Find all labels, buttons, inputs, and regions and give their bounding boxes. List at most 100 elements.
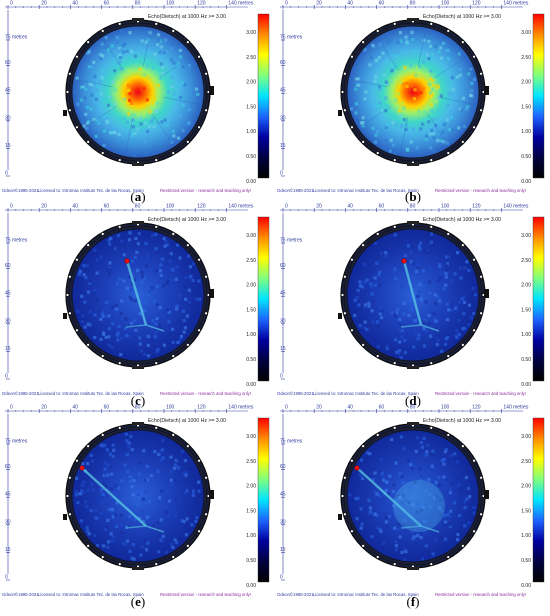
top-ruler-label: 140 metres (503, 405, 529, 411)
left-ruler-label: 45 (280, 492, 286, 498)
floor-plan-map (338, 18, 489, 166)
color-scale-bar: 3.00 2.50 2.00 1.50 1.00 0.50 0.00 (521, 216, 545, 388)
top-ruler-label: 60 (104, 405, 110, 411)
legend-title: Echo(Dietsch) at 1000 Hz >= 3.00 (423, 14, 501, 20)
floor-plan-map (63, 221, 214, 369)
scale-tick-label: 3.00 (521, 233, 531, 239)
top-ruler-label: 60 (379, 405, 385, 411)
floor-plan-map (63, 422, 214, 570)
left-ruler-label: 0 (5, 374, 8, 380)
scale-tick-label: 2.00 (521, 80, 531, 86)
left-ruler-label: 0 (280, 171, 283, 177)
top-ruler-label: 0 (10, 204, 13, 210)
echo-map-panel-c: 0 20 40 60 80 100 120 140 metres 75 metres 60 45 3… (0, 203, 275, 403)
left-ruler: 75 metres 60 45 30 15 0 (5, 213, 28, 380)
echo-map-panel-f: 0 20 40 60 80 100 120 140 metres 75 metres 60 45 3… (275, 404, 550, 604)
scale-tick-label: 1.50 (521, 104, 531, 110)
top-ruler-label: 40 (72, 204, 78, 210)
scale-tick-label: 0.00 (521, 382, 531, 388)
left-ruler-label: 75 metres (280, 35, 303, 41)
top-ruler-label: 120 (197, 405, 206, 411)
scale-tick-label: 0.50 (521, 558, 531, 564)
echo-map-panel-b: 0 20 40 60 80 100 120 140 metres 75 metres 60 45 3… (275, 0, 550, 200)
left-ruler-label: 60 (5, 464, 11, 470)
scale-tick-label: 0.00 (246, 583, 256, 589)
footer-license: Licensed to: Intromac Instituto Tec. de … (313, 592, 419, 597)
top-ruler-label: 20 (41, 204, 47, 210)
footer-restriction: Restricted version - research and teachi… (160, 188, 251, 193)
panel-caption-b: (b) (405, 189, 421, 204)
left-ruler: 75 metres 60 45 30 15 0 (280, 213, 303, 380)
top-ruler-label: 60 (104, 1, 110, 7)
scale-tick-label: 3.00 (246, 233, 256, 239)
legend-title: Echo(Dietsch) at 1000 Hz >= 3.00 (423, 418, 501, 424)
scale-tick-label: 0.50 (246, 558, 256, 564)
scale-tick-label: 2.50 (246, 258, 256, 264)
scale-tick-label: 0.00 (246, 179, 256, 185)
left-ruler-label: 15 (280, 143, 286, 149)
left-ruler-label: 75 metres (5, 35, 28, 41)
panel-caption-a: (a) (130, 189, 146, 204)
left-ruler-label: 75 metres (280, 439, 303, 445)
color-scale-bar: 3.00 2.50 2.00 1.50 1.00 0.50 0.00 (521, 417, 545, 589)
top-ruler: 0 20 40 60 80 100 120 140 metres (280, 204, 529, 212)
left-ruler-label: 30 (280, 115, 286, 121)
top-ruler-label: 120 (197, 204, 206, 210)
legend-title: Echo(Dietsch) at 1000 Hz >= 3.00 (148, 217, 226, 223)
left-ruler-label: 0 (5, 575, 8, 581)
left-ruler-label: 15 (280, 547, 286, 553)
scale-tick-label: 2.00 (246, 80, 256, 86)
left-ruler-label: 30 (280, 519, 286, 525)
top-ruler-label: 60 (104, 204, 110, 210)
left-ruler: 75 metres 60 45 30 15 0 (5, 10, 28, 177)
left-ruler-label: 60 (5, 60, 11, 66)
top-ruler-label: 20 (316, 1, 322, 7)
panel-caption-e: (e) (130, 594, 146, 609)
top-ruler-label: 80 (410, 1, 416, 7)
left-ruler: 75 metres 60 45 30 15 0 (5, 414, 28, 581)
left-ruler-label: 60 (280, 60, 286, 66)
top-ruler: 0 20 40 60 80 100 120 140 metres (5, 405, 254, 413)
top-ruler-label: 80 (135, 204, 141, 210)
scale-tick-label: 2.00 (246, 484, 256, 490)
top-ruler: 0 20 40 60 80 100 120 140 metres (5, 1, 254, 9)
top-ruler-label: 100 (441, 204, 450, 210)
top-ruler-label: 80 (135, 405, 141, 411)
footer-copyright: Odeon©1985-2021 (277, 592, 314, 597)
top-ruler-label: 140 metres (228, 204, 254, 210)
left-ruler-label: 0 (280, 374, 283, 380)
legend-title: Echo(Dietsch) at 1000 Hz >= 3.00 (148, 14, 226, 20)
footer-copyright: Odeon©1985-2021 (277, 188, 314, 193)
scale-tick-label: 3.00 (521, 30, 531, 36)
scale-tick-label: 0.50 (521, 357, 531, 363)
scale-tick-label: 1.50 (521, 307, 531, 313)
top-ruler-label: 40 (347, 204, 353, 210)
top-ruler-label: 20 (41, 405, 47, 411)
scale-tick-label: 0.50 (521, 154, 531, 160)
scale-tick-label: 1.00 (521, 533, 531, 539)
panel-caption-d: (d) (405, 393, 421, 408)
top-ruler-label: 0 (10, 405, 13, 411)
left-ruler-label: 15 (280, 346, 286, 352)
scale-tick-label: 3.00 (246, 30, 256, 36)
footer-copyright: Odeon©1985-2021 (2, 188, 39, 193)
scale-tick-label: 0.00 (521, 583, 531, 589)
scale-tick-label: 3.00 (521, 434, 531, 440)
top-ruler-label: 80 (135, 1, 141, 7)
top-ruler: 0 20 40 60 80 100 120 140 metres (280, 1, 529, 9)
color-scale-bar: 3.00 2.50 2.00 1.50 1.00 0.50 0.00 (246, 13, 270, 185)
left-ruler-label: 75 metres (280, 238, 303, 244)
left-ruler: 75 metres 60 45 30 15 0 (280, 414, 303, 581)
top-ruler-label: 140 metres (503, 1, 529, 7)
panel-caption-c: (c) (130, 393, 146, 408)
left-ruler-label: 30 (5, 115, 11, 121)
scale-tick-label: 1.00 (246, 533, 256, 539)
echo-map-panel-e: 0 20 40 60 80 100 120 140 metres 75 metres 60 45 3… (0, 404, 275, 604)
top-ruler-label: 20 (41, 1, 47, 7)
scale-tick-label: 1.50 (246, 307, 256, 313)
scale-tick-label: 1.00 (521, 332, 531, 338)
scale-tick-label: 2.50 (521, 258, 531, 264)
left-ruler-label: 45 (280, 291, 286, 297)
legend-title: Echo(Dietsch) at 1000 Hz >= 3.00 (148, 418, 226, 424)
top-ruler-label: 100 (441, 405, 450, 411)
